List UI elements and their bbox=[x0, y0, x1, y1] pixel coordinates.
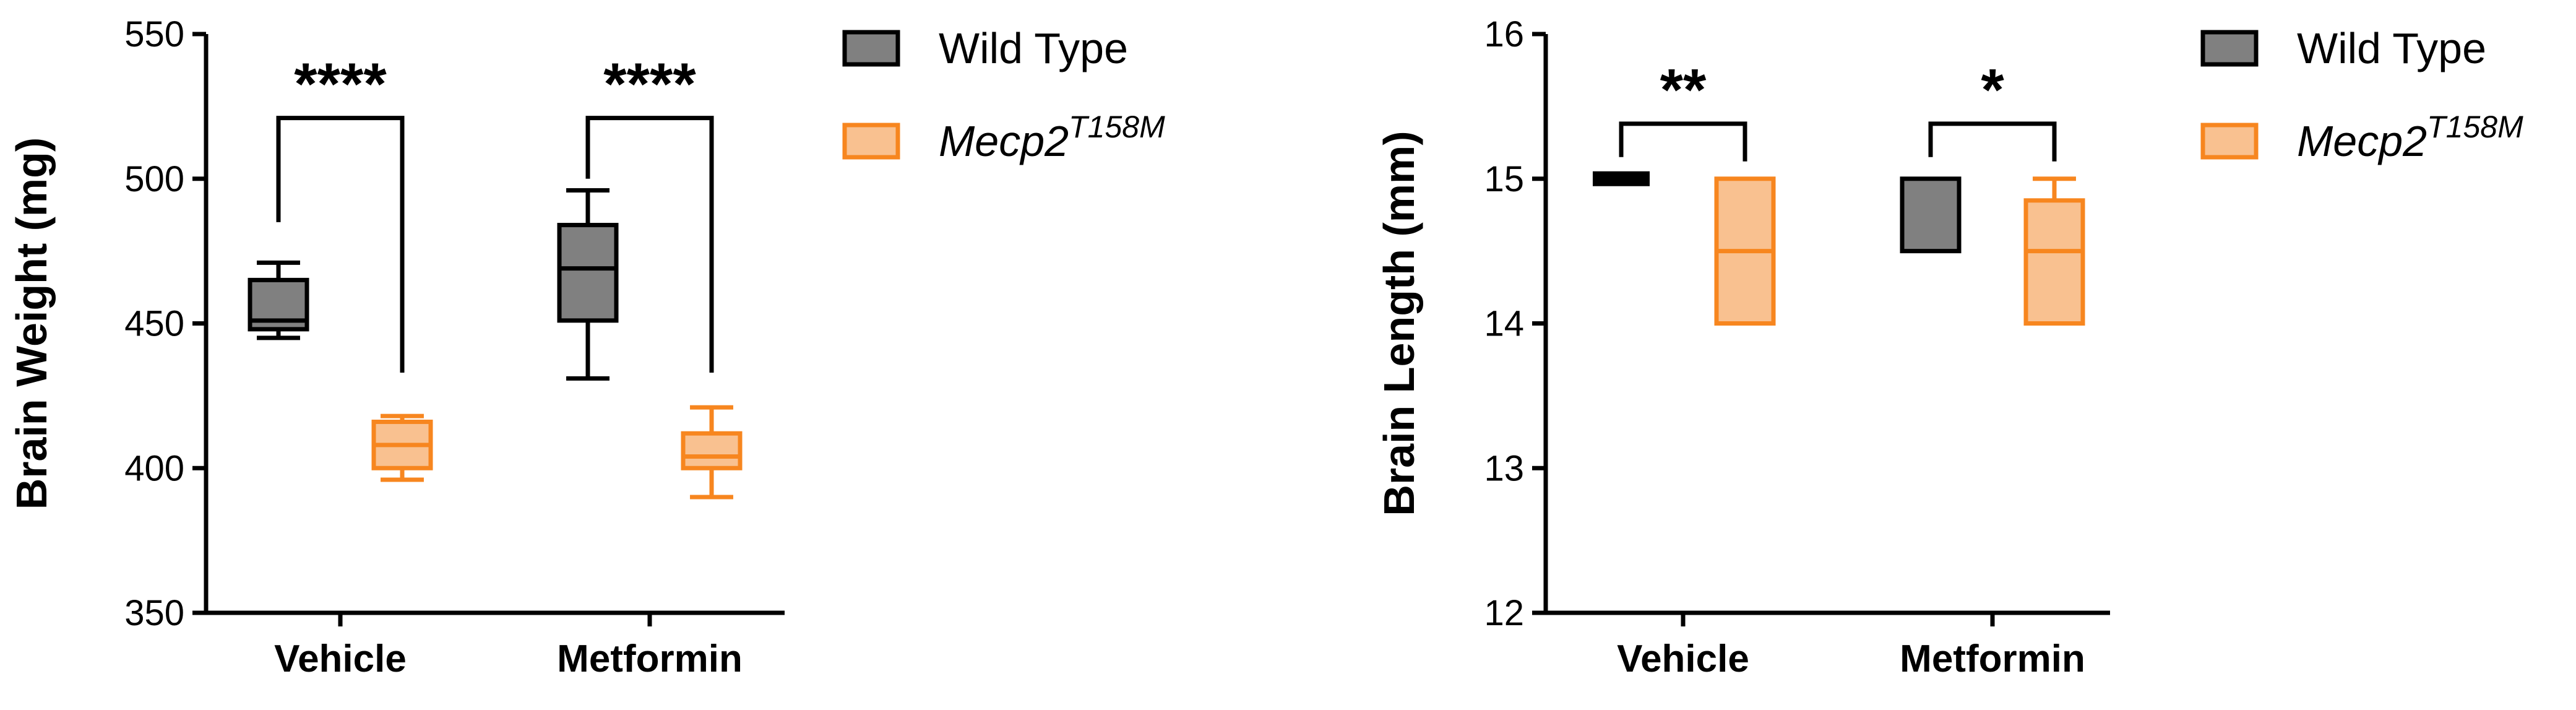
y-axis-label: Brain Length (mm) bbox=[1375, 131, 1423, 516]
legend-label-text: Wild Type bbox=[2297, 24, 2486, 72]
y-tick-label: 550 bbox=[124, 14, 184, 54]
legend-label-superscript: T158M bbox=[2427, 110, 2523, 144]
box-wild-type bbox=[557, 223, 619, 323]
legend-label-text: Wild Type bbox=[939, 24, 1128, 72]
box-wild-type bbox=[1593, 171, 1650, 186]
y-tick-label: 13 bbox=[1484, 448, 1524, 488]
x-tick-label: Metformin bbox=[1900, 638, 2085, 680]
legend-label: Wild Type bbox=[939, 24, 1128, 72]
y-tick-label: 500 bbox=[124, 159, 184, 199]
y-tick-label: 350 bbox=[124, 593, 184, 633]
significance-label: ** bbox=[1660, 57, 1707, 123]
brain-length-panel: 12 13 14 15 16 Vehicle Metformin Brain Length (… bbox=[1375, 14, 2523, 680]
x-tick-label: Vehicle bbox=[1617, 638, 1749, 680]
significance-label: * bbox=[1981, 57, 2004, 123]
y-tick-label: 400 bbox=[124, 448, 184, 488]
box-mecp2 bbox=[2023, 198, 2085, 326]
legend-swatch bbox=[842, 30, 900, 67]
significance-bracket bbox=[1619, 121, 1747, 162]
legend-label: Mecp2T158M bbox=[939, 110, 1165, 165]
y-tick-label: 450 bbox=[124, 304, 184, 344]
y-tick-label: 12 bbox=[1484, 593, 1524, 633]
y-tick-label: 15 bbox=[1484, 159, 1524, 199]
significance-label: **** bbox=[603, 51, 696, 118]
legend-label-text: Mecp2 bbox=[939, 117, 1069, 165]
significance-bracket bbox=[1928, 121, 2057, 162]
legend-label-superscript: T158M bbox=[1069, 110, 1165, 144]
y-tick-label: 16 bbox=[1484, 14, 1524, 54]
legend-swatch bbox=[2200, 30, 2259, 67]
x-tick-label: Vehicle bbox=[274, 638, 407, 680]
box-mecp2 bbox=[681, 431, 743, 470]
legend-swatch bbox=[2200, 123, 2259, 160]
legend-swatch bbox=[842, 123, 900, 160]
x-tick-label: Metformin bbox=[557, 638, 743, 680]
y-axis-label: Brain Weight (mg) bbox=[7, 137, 56, 509]
box-wild-type bbox=[1900, 176, 1962, 254]
y-tick-label: 14 bbox=[1484, 304, 1524, 344]
brain-weight-panel: 350 400 450 500 550 Vehicle Metformin Brain Wei… bbox=[7, 14, 1165, 680]
significance-bracket bbox=[585, 116, 714, 373]
legend-label: Wild Type bbox=[2297, 24, 2486, 72]
significance-label: **** bbox=[294, 51, 387, 118]
legend-label: Mecp2T158M bbox=[2297, 110, 2523, 165]
legend-label-text: Mecp2 bbox=[2297, 117, 2427, 165]
significance-bracket bbox=[276, 116, 405, 373]
